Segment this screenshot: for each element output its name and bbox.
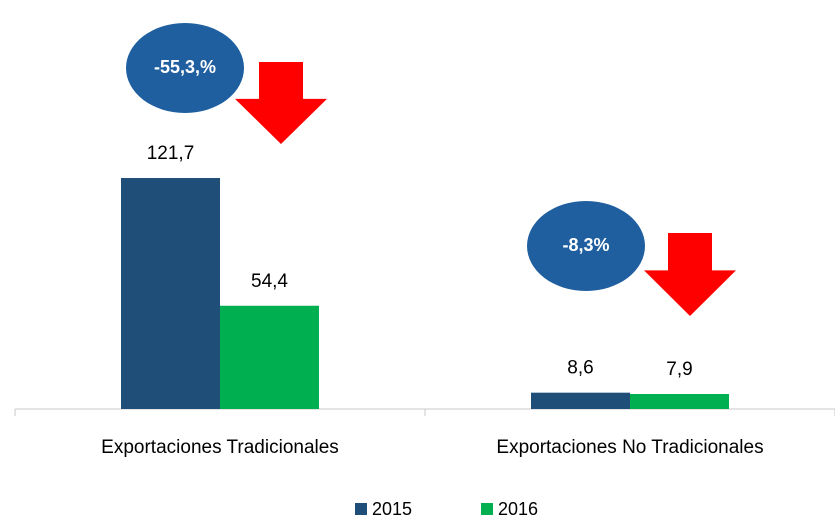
data-label: 121,7	[147, 143, 195, 164]
annotation-text: -55,3,%	[154, 57, 216, 77]
annotation-arrow	[644, 233, 736, 316]
data-label: 54,4	[251, 271, 288, 292]
data-label: 8,6	[567, 358, 593, 379]
x-tick-label: Exportaciones Tradicionales	[101, 437, 339, 458]
legend-label: 2016	[498, 499, 538, 519]
bar	[220, 305, 319, 409]
legend-swatch	[481, 503, 493, 515]
annotation-bubble	[126, 23, 244, 113]
bar	[121, 178, 220, 409]
annotation-text: -8,3%	[562, 235, 609, 255]
legend-label: 2015	[372, 499, 412, 519]
legend-swatch	[355, 503, 367, 515]
annotation-arrow	[235, 62, 327, 144]
x-tick-label: Exportaciones No Tradicionales	[496, 437, 763, 458]
bar	[531, 392, 630, 409]
data-label: 7,9	[666, 359, 692, 380]
annotation-bubble	[527, 201, 645, 291]
bar	[630, 394, 729, 409]
